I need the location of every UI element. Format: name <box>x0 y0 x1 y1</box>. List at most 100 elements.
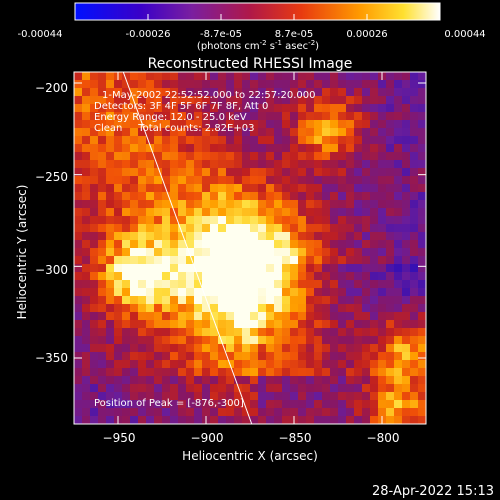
heatmap-cell <box>394 160 403 169</box>
heatmap-cell <box>186 136 195 145</box>
heatmap-cell <box>226 240 235 249</box>
heatmap-cell <box>258 104 267 113</box>
heatmap-cell <box>82 152 91 161</box>
heatmap-cell <box>370 312 379 321</box>
heatmap-cell <box>202 128 211 137</box>
heatmap-cell <box>306 296 315 305</box>
heatmap-cell <box>354 344 363 353</box>
annotation-detectors: Detectors: 3F 4F 5F 6F 7F 8F, Att 0 <box>94 101 268 112</box>
heatmap-cell <box>378 312 387 321</box>
heatmap-cell <box>386 208 395 217</box>
heatmap-cell <box>418 232 426 241</box>
heatmap-cell <box>266 272 275 281</box>
heatmap-cell <box>114 400 123 409</box>
heatmap-cell <box>74 152 83 161</box>
heatmap-cell <box>410 264 419 273</box>
heatmap-cell <box>290 152 299 161</box>
heatmap-cell <box>226 344 235 353</box>
heatmap-cell <box>346 272 355 281</box>
heatmap-cell <box>314 368 323 377</box>
heatmap-cell <box>154 296 163 305</box>
heatmap-cell <box>170 264 179 273</box>
heatmap-cell <box>330 168 339 177</box>
heatmap-cell <box>154 160 163 169</box>
heatmap-cell <box>74 368 83 377</box>
heatmap-cell <box>178 160 187 169</box>
heatmap-cell <box>170 336 179 345</box>
heatmap-cell <box>114 96 123 105</box>
heatmap-cell <box>170 344 179 353</box>
heatmap-cell <box>90 384 99 393</box>
heatmap-cell <box>322 128 331 137</box>
heatmap-cell <box>210 352 219 361</box>
heatmap-cell <box>370 400 379 409</box>
heatmap-cell <box>314 128 323 137</box>
heatmap-cell <box>402 88 411 97</box>
heatmap-cell <box>282 168 291 177</box>
heatmap-cell <box>330 136 339 145</box>
heatmap-cell <box>354 280 363 289</box>
heatmap-cell <box>394 168 403 177</box>
heatmap-cell <box>154 288 163 297</box>
heatmap-cell <box>210 392 219 401</box>
heatmap-cell <box>362 168 371 177</box>
heatmap-cell <box>226 304 235 313</box>
heatmap-cell <box>162 336 171 345</box>
heatmap-cell <box>306 288 315 297</box>
heatmap-cell <box>322 416 331 424</box>
heatmap-cell <box>82 208 91 217</box>
heatmap-cell <box>378 328 387 337</box>
heatmap-cell <box>186 304 195 313</box>
heatmap-cell <box>194 376 203 385</box>
heatmap-cell <box>346 168 355 177</box>
heatmap-cell <box>186 120 195 129</box>
heatmap-cell <box>74 208 83 217</box>
heatmap-cell <box>138 88 147 97</box>
heatmap-cell <box>258 384 267 393</box>
heatmap-cell <box>194 184 203 193</box>
heatmap-cell <box>290 88 299 97</box>
heatmap-cell <box>258 128 267 137</box>
heatmap-cell <box>290 376 299 385</box>
heatmap-cell <box>122 168 131 177</box>
heatmap-cell <box>298 232 307 241</box>
heatmap-cell <box>114 272 123 281</box>
heatmap-cell <box>234 368 243 377</box>
heatmap-cell <box>346 184 355 193</box>
heatmap-cell <box>234 288 243 297</box>
heatmap-cell <box>186 328 195 337</box>
heatmap-cell <box>330 416 339 424</box>
heatmap-cell <box>154 112 163 121</box>
footer-timestamp: 28-Apr-2022 15:13 <box>372 484 494 499</box>
heatmap-cell <box>354 232 363 241</box>
heatmap-cell <box>74 80 83 89</box>
heatmap-cell <box>162 104 171 113</box>
heatmap-cell <box>306 376 315 385</box>
heatmap-cell <box>378 104 387 113</box>
heatmap-cell <box>74 192 83 201</box>
heatmap-cell <box>162 152 171 161</box>
heatmap-cell <box>330 224 339 233</box>
heatmap-cell <box>162 400 171 409</box>
heatmap-cell <box>346 256 355 265</box>
heatmap-cell <box>370 120 379 129</box>
heatmap-cell <box>346 72 355 81</box>
heatmap-cell <box>98 368 107 377</box>
heatmap-cell <box>362 136 371 145</box>
heatmap-cell <box>90 168 99 177</box>
heatmap-cell <box>242 360 251 369</box>
heatmap-cell <box>354 88 363 97</box>
heatmap-cell <box>82 344 91 353</box>
heatmap-cell <box>410 392 419 401</box>
heatmap-cell <box>186 232 195 241</box>
heatmap-cell <box>234 112 243 121</box>
heatmap-cell <box>114 368 123 377</box>
heatmap-cell <box>170 200 179 209</box>
heatmap-cell <box>290 240 299 249</box>
heatmap-cell <box>226 384 235 393</box>
heatmap-cell <box>130 168 139 177</box>
heatmap-cell <box>146 80 155 89</box>
heatmap-cell <box>402 224 411 233</box>
heatmap-cell <box>290 328 299 337</box>
heatmap-cell <box>98 112 107 121</box>
